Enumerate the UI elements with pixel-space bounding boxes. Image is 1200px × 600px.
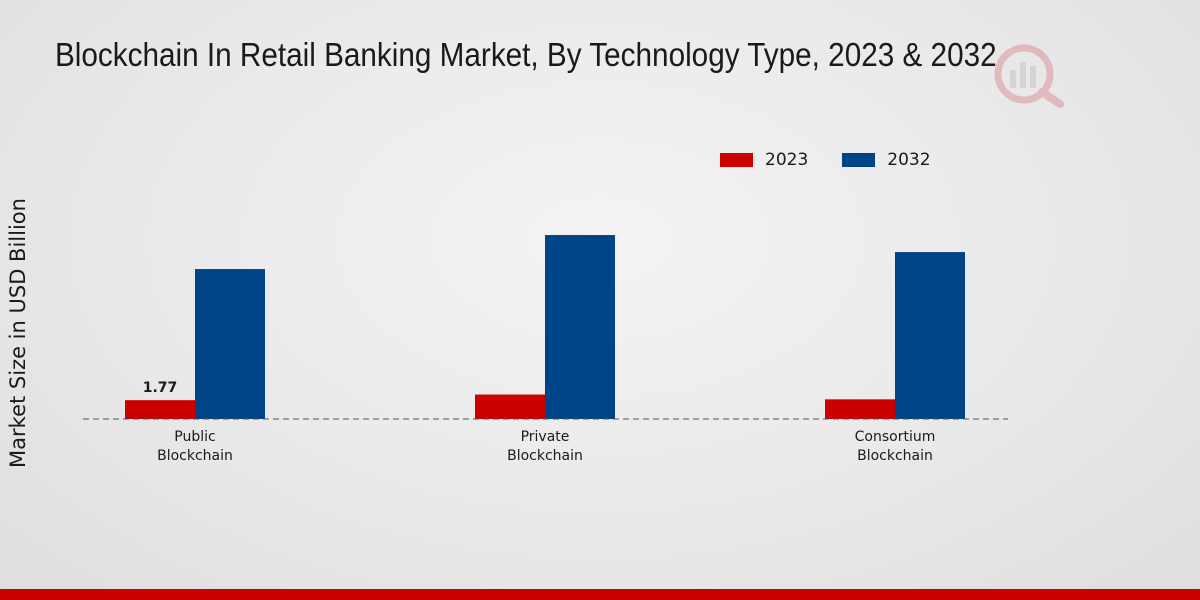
watermark-logo-icon — [994, 44, 1064, 108]
bar-2032-private-blockchain — [545, 235, 615, 419]
legend-item-2023: 2023 — [720, 150, 808, 170]
bar-2023-consortium-blockchain — [825, 399, 895, 419]
data-label-2023-public: 1.77 — [143, 380, 178, 396]
x-tick-label-private: Private Blockchain — [507, 429, 583, 464]
footer-accent-bar — [0, 589, 1200, 600]
bar-2023-private-blockchain — [475, 394, 545, 419]
legend-swatch-2032 — [842, 153, 876, 167]
bar-2032-public-blockchain — [195, 269, 265, 419]
legend-label-2032: 2032 — [887, 150, 931, 170]
bar-2023-public-blockchain — [125, 400, 195, 419]
bar-2032-consortium-blockchain — [895, 252, 965, 419]
legend-swatch-2023 — [720, 153, 753, 167]
x-tick-label-consortium: Consortium Blockchain — [855, 429, 936, 464]
legend: 2023 2032 — [720, 150, 965, 170]
chart-title: Blockchain In Retail Banking Market, By … — [55, 36, 997, 73]
x-tick-label-public: Public Blockchain — [157, 429, 233, 464]
legend-item-2032: 2032 — [842, 150, 931, 170]
legend-label-2023: 2023 — [765, 150, 809, 170]
